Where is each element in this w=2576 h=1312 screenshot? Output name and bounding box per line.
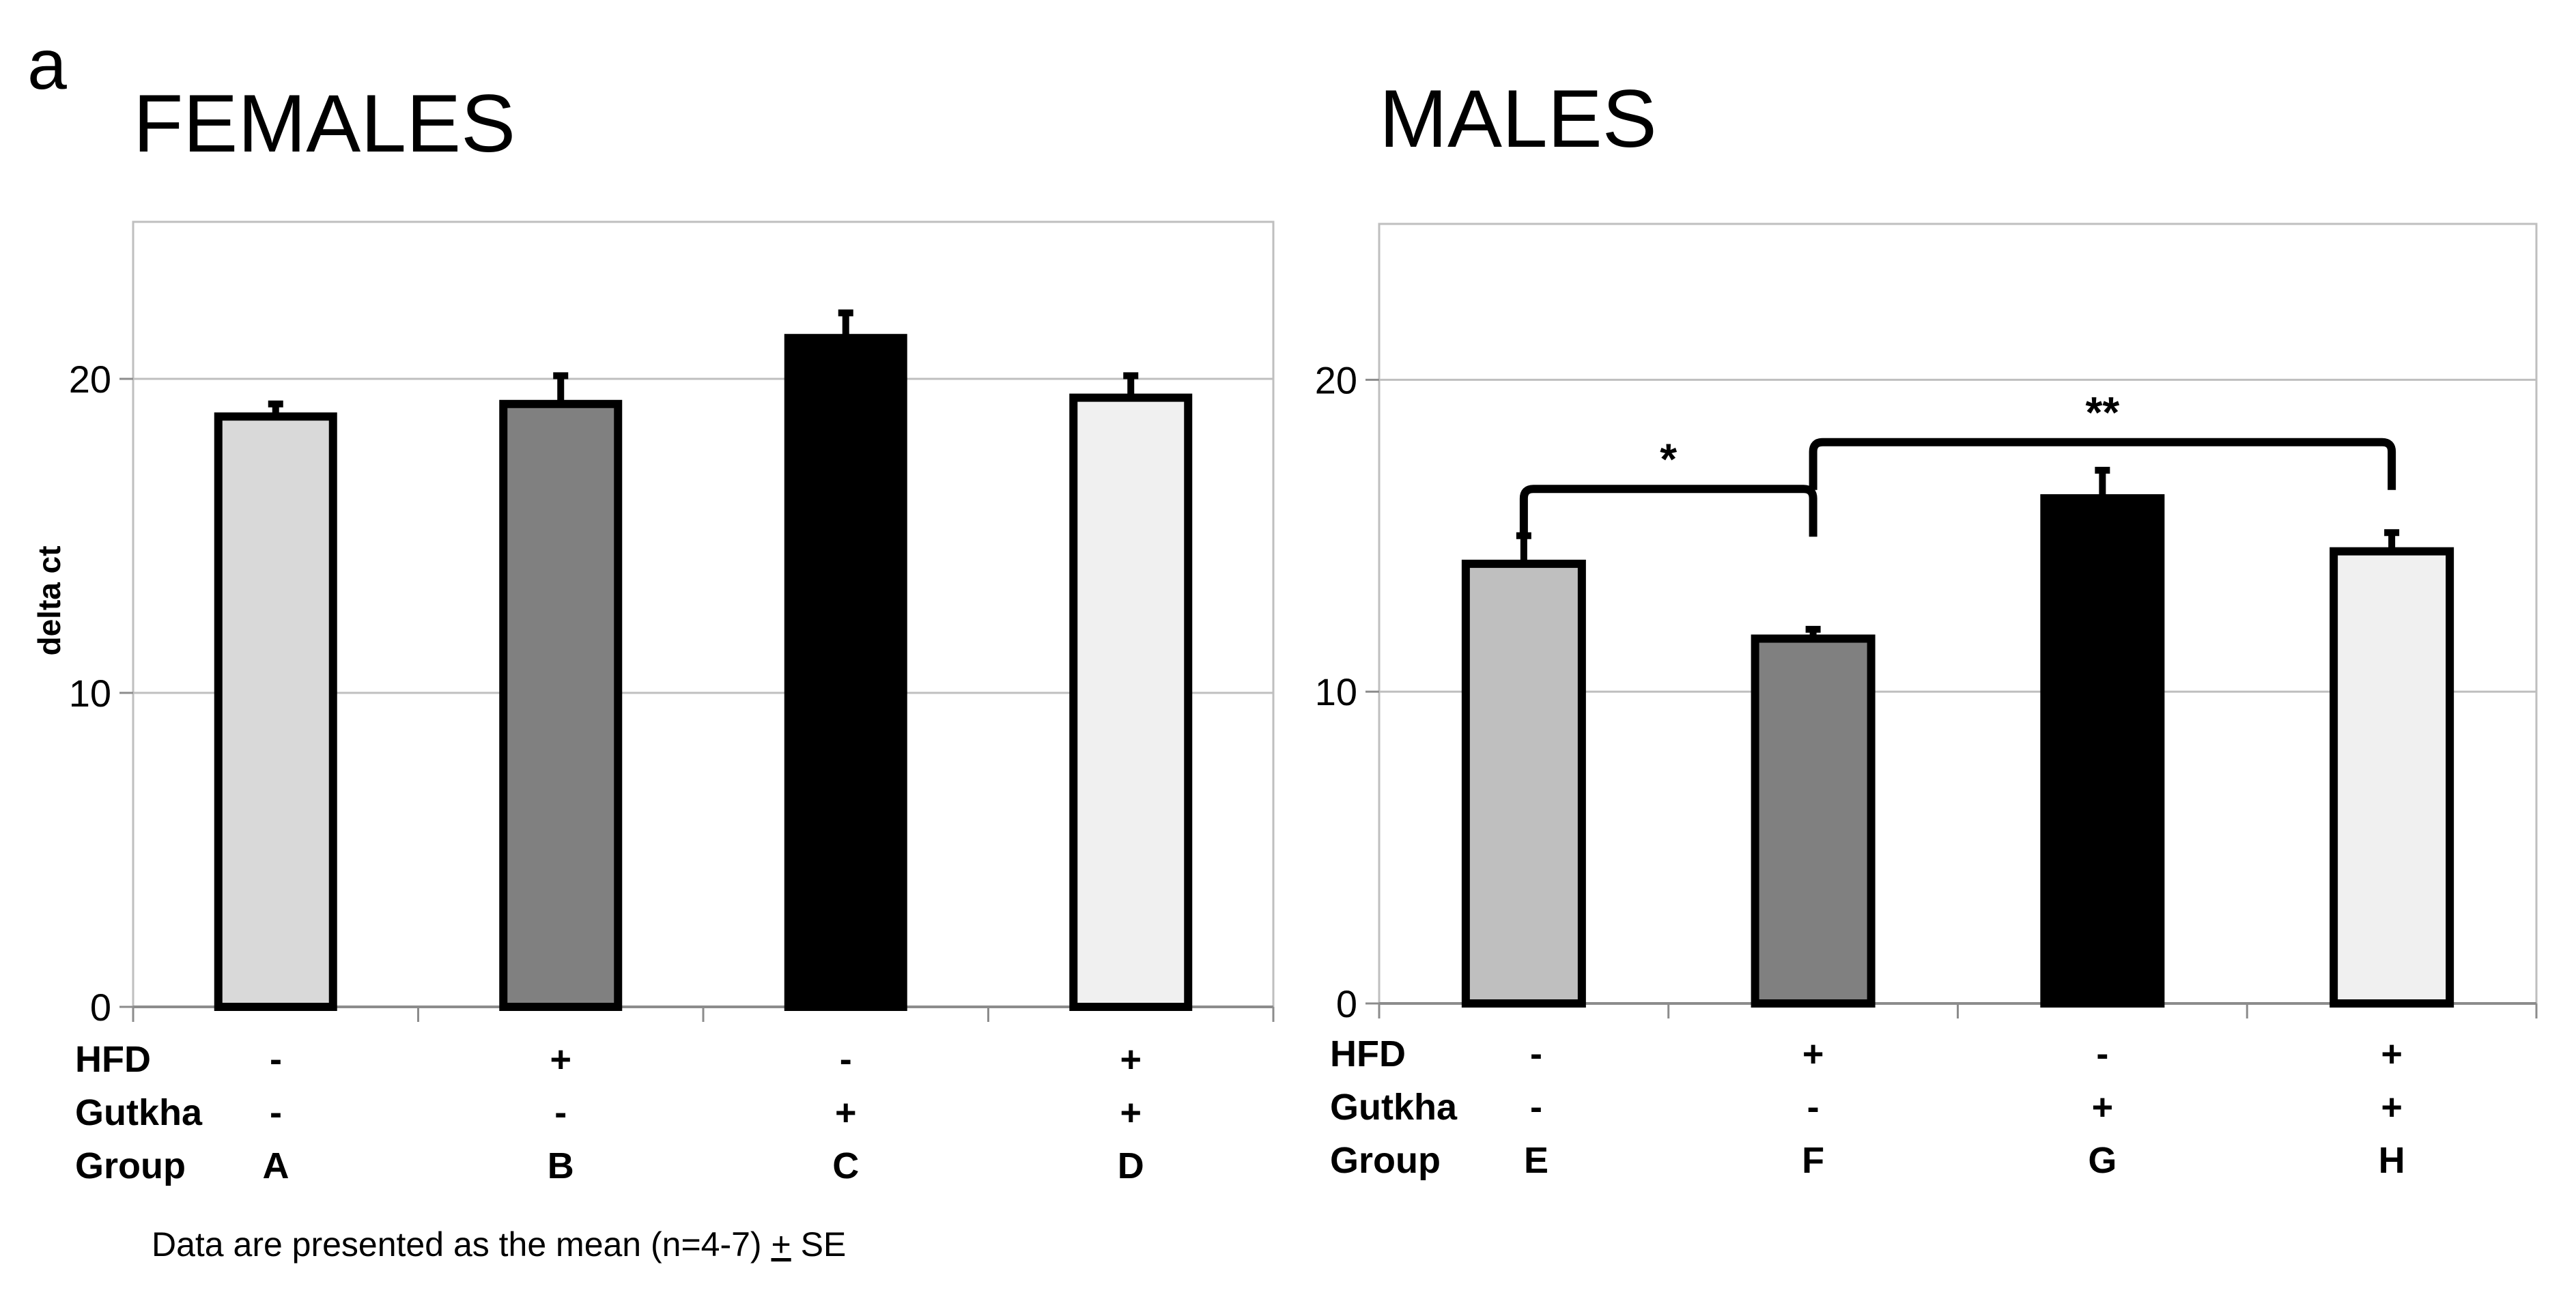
bar-b (499, 399, 623, 1011)
chart-title: MALES (1379, 73, 1657, 165)
row-label: Group (1330, 1140, 1441, 1181)
y-axis-label: delta ct (31, 545, 67, 655)
row-value: + (2092, 1087, 2114, 1128)
row-value: + (1120, 1092, 1142, 1133)
row-value: + (835, 1092, 857, 1133)
significance-bracket (1519, 485, 1817, 537)
bar-c (784, 334, 907, 1011)
footnote-plus-minus: + (771, 1225, 791, 1264)
row-label: Gutkha (75, 1092, 203, 1133)
bar-f (1751, 634, 1876, 1008)
row-label: Gutkha (1330, 1087, 1458, 1128)
chart-title: FEMALES (133, 78, 515, 169)
row-value: + (2381, 1087, 2403, 1128)
y-tick-label: 20 (69, 358, 111, 401)
row-value: B (548, 1145, 574, 1186)
row-value: + (2381, 1033, 2403, 1074)
row-value: + (1802, 1033, 1824, 1074)
y-tick-label: 0 (1336, 982, 1357, 1025)
row-value: + (550, 1039, 571, 1080)
row-label: HFD (1330, 1033, 1406, 1074)
row-value: D (1118, 1145, 1144, 1186)
y-tick-label: 20 (1315, 358, 1357, 401)
row-label: Group (75, 1145, 186, 1186)
row-value: C (832, 1145, 859, 1186)
footnote-suffix: SE (791, 1225, 847, 1264)
row-label: HFD (75, 1039, 151, 1080)
bar-h (2330, 547, 2454, 1008)
row-value: + (1120, 1039, 1142, 1080)
y-tick-label: 10 (69, 672, 111, 715)
bar-a (214, 412, 337, 1011)
panel-label: a (27, 25, 67, 104)
row-value: H (2379, 1140, 2405, 1181)
females-chart: FEMALES delta ct 0 10 20 HFD - + - + Gutkha - - + + G… (31, 78, 1275, 1186)
significance-label: ** (2085, 388, 2119, 437)
row-value: - (1807, 1087, 1820, 1128)
bar-e (1461, 559, 1586, 1008)
row-value: A (263, 1145, 289, 1186)
row-value: G (2088, 1140, 2117, 1181)
row-value: - (1530, 1087, 1542, 1128)
y-tick-label: 10 (1315, 670, 1357, 713)
row-value: - (840, 1039, 852, 1080)
bar-g (2040, 494, 2165, 1008)
row-value: - (270, 1039, 282, 1080)
row-value: - (1530, 1033, 1542, 1074)
row-value: - (2096, 1033, 2108, 1074)
row-value: - (554, 1092, 567, 1133)
footnote-prefix: Data are presented as the mean (n=4-7) (152, 1225, 771, 1264)
row-value: F (1802, 1140, 1824, 1181)
significance-label: * (1660, 434, 1677, 483)
footnote: Data are presented as the mean (n=4-7) +… (152, 1225, 846, 1264)
y-tick-label: 0 (90, 986, 111, 1029)
row-value: E (1524, 1140, 1548, 1181)
bar-d (1069, 393, 1193, 1011)
row-value: - (270, 1092, 282, 1133)
significance-bracket (1809, 438, 2396, 490)
